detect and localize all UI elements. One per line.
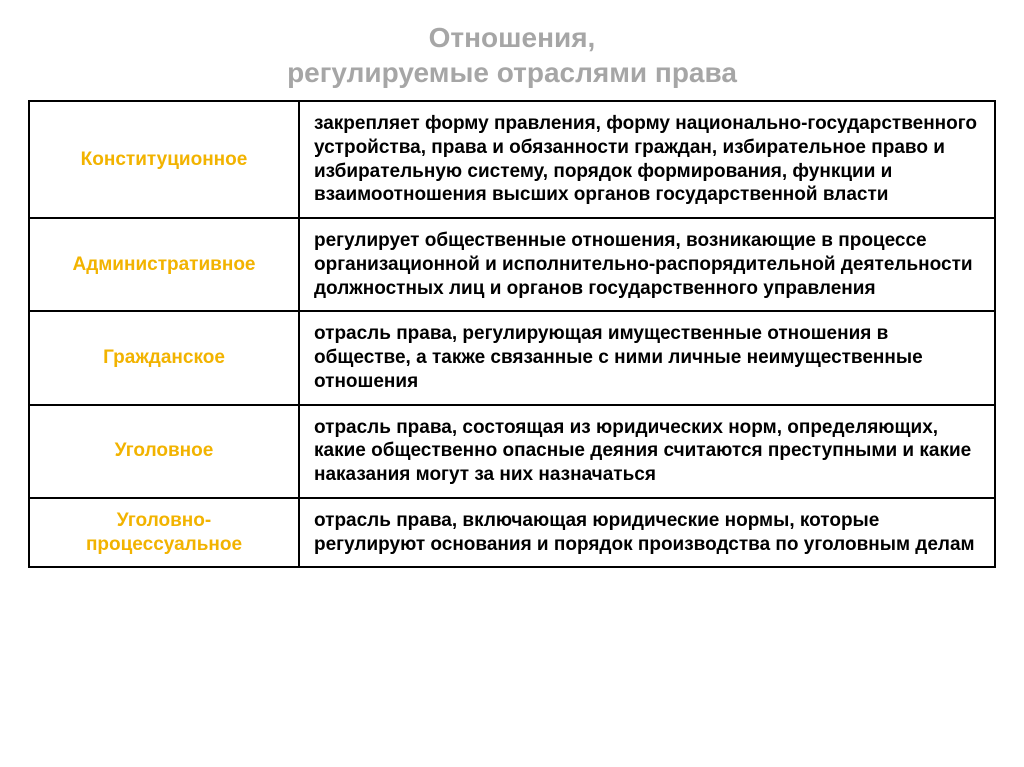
table-row: Гражданское отрасль права, регулирующая … bbox=[29, 311, 995, 404]
desc-cell: закрепляет форму правления, форму национ… bbox=[299, 101, 995, 218]
desc-cell: отрасль права, включающая юридические но… bbox=[299, 498, 995, 568]
table-row: Конституционное закрепляет форму правлен… bbox=[29, 101, 995, 218]
table-row: Уголовное отрасль права, состоящая из юр… bbox=[29, 405, 995, 498]
desc-cell: отрасль права, регулирующая имущественны… bbox=[299, 311, 995, 404]
branch-cell: Гражданское bbox=[29, 311, 299, 404]
table-row: Административное регулирует общественные… bbox=[29, 218, 995, 311]
branches-table: Конституционное закрепляет форму правлен… bbox=[28, 100, 996, 568]
desc-cell: регулирует общественные отношения, возни… bbox=[299, 218, 995, 311]
branch-cell: Уголовное bbox=[29, 405, 299, 498]
branch-cell: Конституционное bbox=[29, 101, 299, 218]
desc-cell: отрасль права, состоящая из юридических … bbox=[299, 405, 995, 498]
branch-cell: Уголовно-процессуальное bbox=[29, 498, 299, 568]
table-row: Уголовно-процессуальное отрасль права, в… bbox=[29, 498, 995, 568]
title-line-1: Отношения, bbox=[429, 22, 596, 53]
branch-cell: Административное bbox=[29, 218, 299, 311]
title-line-2: регулируемые отраслями права bbox=[287, 57, 737, 88]
page-title: Отношения, регулируемые отраслями права bbox=[28, 20, 996, 90]
